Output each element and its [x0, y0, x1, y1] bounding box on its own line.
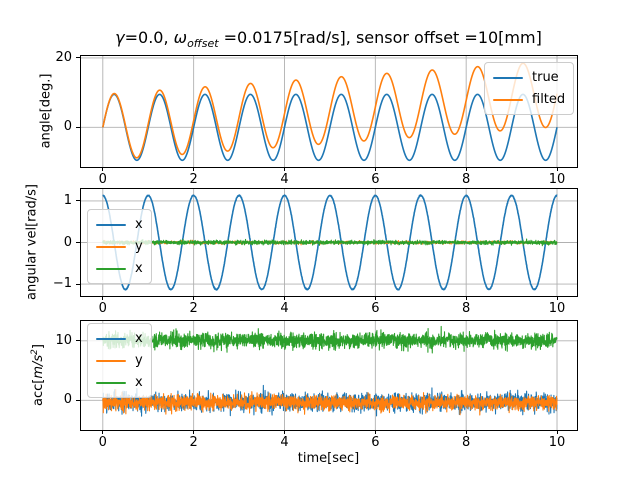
- y-tick-mark: [76, 200, 80, 202]
- x-tick-mark: [374, 430, 376, 434]
- x-tick-mark: [465, 296, 467, 300]
- legend-line-sample: [493, 76, 523, 79]
- legend-label: true: [532, 70, 559, 85]
- legend-entry: y: [96, 237, 143, 256]
- x-tick-label: 10: [548, 301, 566, 316]
- x-tick-mark: [283, 296, 285, 300]
- x-tick-mark: [102, 430, 104, 434]
- x-tick-mark: [102, 296, 104, 300]
- y-tick-label: −1: [52, 276, 72, 292]
- x-tick-label: 8: [462, 435, 471, 450]
- y-tick-label: 20: [55, 49, 72, 65]
- x-tick-label: 8: [462, 172, 471, 187]
- x-tick-label: 4: [280, 301, 289, 316]
- y-tick-label: 1: [63, 192, 72, 208]
- x-tick-mark: [465, 167, 467, 171]
- plot-area-acc: [80, 320, 578, 431]
- legend-angular-vel: x y x: [87, 209, 152, 284]
- x-tick-mark: [556, 430, 558, 434]
- title-subscript: offset: [187, 37, 219, 51]
- title-rest: =0.0175[rad/s], sensor offset =10[mm]: [218, 28, 542, 47]
- x-tick-mark: [193, 296, 195, 300]
- x-tick-mark: [193, 430, 195, 434]
- legend-entry: x: [96, 215, 143, 234]
- y-tick-mark: [76, 126, 80, 128]
- y-tick-mark: [76, 57, 80, 59]
- legend-label: y: [135, 353, 143, 368]
- x-tick-mark: [283, 167, 285, 171]
- x-tick-mark: [556, 167, 558, 171]
- y-tick-label: 0: [63, 234, 72, 250]
- legend-label: filted: [532, 92, 566, 107]
- x-tick-label: 2: [189, 301, 198, 316]
- legend-line-sample: [96, 245, 126, 248]
- plot-area-angular-vel: [80, 188, 578, 297]
- title-gamma: γ: [115, 28, 125, 47]
- legend-line-sample: [96, 381, 126, 384]
- y-tick-mark: [76, 242, 80, 243]
- legend-line-sample: [96, 267, 126, 270]
- x-tick-mark: [556, 296, 558, 300]
- legend-line-sample: [96, 337, 126, 340]
- x-tick-mark: [374, 296, 376, 300]
- x-tick-label: 6: [371, 172, 380, 187]
- legend-entry: x: [96, 373, 143, 392]
- x-tick-label: 10: [548, 172, 566, 187]
- y-tick-mark: [76, 340, 80, 342]
- legend-entry: filted: [493, 90, 565, 109]
- y-tick-label: 0: [63, 392, 72, 408]
- legend-angle: true filted: [484, 62, 575, 115]
- x-tick-mark: [102, 167, 104, 171]
- legend-entry: x: [96, 259, 143, 278]
- x-tick-label: 0: [98, 301, 107, 316]
- x-tick-mark: [465, 430, 467, 434]
- x-tick-mark: [193, 167, 195, 171]
- x-tick-mark: [283, 430, 285, 434]
- x-tick-label: 8: [462, 301, 471, 316]
- legend-acc: x y x: [87, 323, 152, 398]
- legend-label: x: [135, 331, 143, 346]
- x-tick-label: 2: [189, 172, 198, 187]
- legend-line-sample: [493, 98, 523, 101]
- title-eq: =0.0,: [124, 28, 174, 47]
- x-tick-mark: [374, 167, 376, 171]
- x-axis-label: time[sec]: [297, 451, 360, 466]
- legend-entry: true: [493, 68, 565, 87]
- x-tick-label: 10: [548, 435, 566, 450]
- x-tick-label: 4: [280, 435, 289, 450]
- y-tick-label: 0: [63, 119, 72, 135]
- legend-line-sample: [96, 223, 126, 226]
- legend-label: y: [135, 239, 143, 254]
- x-tick-label: 0: [98, 435, 107, 450]
- x-tick-label: 0: [98, 172, 107, 187]
- y-tick-mark: [76, 399, 80, 401]
- legend-line-sample: [96, 359, 126, 362]
- x-tick-label: 6: [371, 301, 380, 316]
- legend-entry: y: [96, 351, 143, 370]
- legend-label: x: [135, 217, 143, 232]
- x-tick-label: 6: [371, 435, 380, 450]
- y-axis-label-angle: angle[deg.]: [38, 73, 54, 149]
- legend-entry: x: [96, 329, 143, 348]
- y-tick-label: 10: [55, 332, 72, 348]
- title-omega: ω: [173, 28, 188, 47]
- legend-label: x: [135, 375, 143, 390]
- figure-title: γ=0.0, ωoffset =0.0175[rad/s], sensor of…: [80, 28, 577, 54]
- chart-canvas: [81, 189, 577, 296]
- x-tick-label: 2: [189, 435, 198, 450]
- y-tick-mark: [76, 283, 80, 285]
- legend-label: x: [135, 261, 143, 276]
- x-tick-label: 4: [280, 172, 289, 187]
- chart-canvas: [81, 321, 577, 430]
